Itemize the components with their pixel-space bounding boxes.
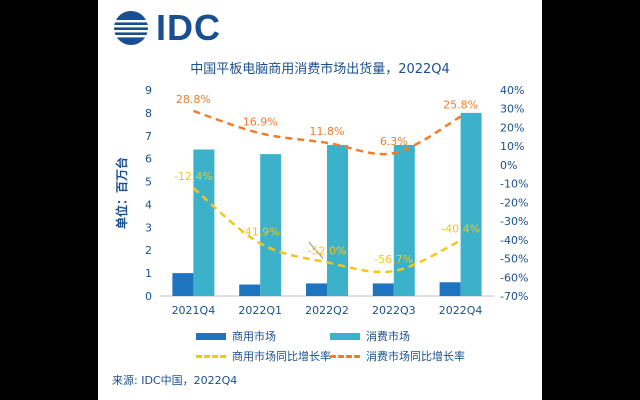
legend-consumer: 消费市场 bbox=[330, 328, 410, 344]
idc-logo: IDC bbox=[112, 6, 221, 50]
y2-tick-label: 10% bbox=[500, 140, 524, 153]
y-tick-label: 9 bbox=[145, 84, 152, 97]
y2-tick-label: -60% bbox=[500, 271, 528, 284]
y-tick-label: 3 bbox=[145, 221, 152, 234]
line-commercial-yoy bbox=[192, 187, 462, 274]
data-label-commercial-yoy: -52.0% bbox=[308, 244, 347, 257]
logo-text: IDC bbox=[156, 7, 221, 48]
y2-tick-label: -70% bbox=[500, 290, 528, 303]
y-tick-label: 8 bbox=[145, 107, 152, 120]
line-consumer-yoy bbox=[193, 109, 462, 156]
y2-tick-label: 30% bbox=[500, 103, 524, 116]
y2-tick-label: 40% bbox=[500, 84, 524, 97]
y-tick-label: 1 bbox=[145, 267, 152, 280]
y-tick-label: 4 bbox=[145, 198, 152, 211]
bar-commercial bbox=[306, 283, 327, 296]
y2-tick-label: -20% bbox=[500, 196, 528, 209]
data-label-consumer-yoy: 16.9% bbox=[243, 115, 278, 128]
chart-title: 中国平板电脑商用消费市场出货量，2022Q4 bbox=[190, 62, 450, 77]
bar-commercial bbox=[239, 284, 261, 296]
y2-tick-label: 20% bbox=[500, 121, 524, 134]
y2-tick-label: -10% bbox=[500, 178, 528, 191]
x-tick-label: 2022Q3 bbox=[372, 304, 416, 317]
data-label-commercial-yoy: -40.4% bbox=[441, 223, 480, 236]
chart-card: IDC 中国平板电脑商用消费市场出货量，2022Q4 0 1 2 3 4 5 6 7 8 9 -70… bbox=[98, 0, 542, 400]
data-label-consumer-yoy: 11.8% bbox=[310, 125, 345, 138]
legend-consumer-yoy-label: 消费市场同比增长率 bbox=[366, 350, 465, 363]
x-tick-label: 2022Q1 bbox=[238, 304, 282, 317]
bar-commercial bbox=[439, 282, 461, 296]
y-tick-label: 7 bbox=[145, 130, 152, 143]
y-tick-label: 6 bbox=[145, 153, 152, 166]
data-label-commercial-yoy: -56.7% bbox=[374, 253, 413, 266]
y-axis-label: 单位：百万台 bbox=[114, 157, 129, 229]
bar-consumer bbox=[193, 149, 215, 296]
bar-commercial bbox=[172, 273, 194, 296]
globe-icon bbox=[114, 11, 148, 45]
bar-consumer bbox=[327, 144, 348, 296]
bar-consumer bbox=[260, 154, 282, 296]
data-label-commercial-yoy: -12.4% bbox=[174, 170, 213, 183]
y2-tick-label: -30% bbox=[500, 215, 528, 228]
x-tick-label: 2021Q4 bbox=[172, 304, 216, 317]
x-tick-label: 2022Q2 bbox=[305, 304, 349, 317]
source-note: 来源: IDC中国，2022Q4 bbox=[112, 374, 238, 387]
legend-consumer-swatch bbox=[330, 332, 360, 340]
legend-commercial: 商用市场 bbox=[196, 328, 276, 344]
bar-commercial bbox=[372, 283, 394, 296]
data-label-commercial-yoy: -41.9% bbox=[241, 225, 280, 238]
y2-tick-label: -40% bbox=[500, 234, 528, 247]
data-label-consumer-yoy: 25.8% bbox=[443, 99, 478, 112]
bar-consumer bbox=[393, 144, 415, 296]
bar-consumer bbox=[460, 112, 482, 296]
data-label-consumer-yoy: 28.8% bbox=[176, 93, 211, 106]
y2-tick-label: 0% bbox=[500, 159, 517, 172]
chart-canvas: 0 1 2 3 4 5 6 7 8 9 -70% -60% -50% -40% -30% -20% -10% 0%… bbox=[114, 84, 528, 317]
legend-commercial-swatch bbox=[196, 332, 226, 340]
x-tick-label: 2022Q4 bbox=[439, 304, 483, 317]
y-tick-label: 5 bbox=[145, 176, 152, 189]
y2-tick-label: -50% bbox=[500, 253, 528, 266]
legend-commercial-yoy-swatch bbox=[196, 354, 226, 358]
legend-commercial-label: 商用市场 bbox=[232, 330, 276, 343]
y-tick-label: 2 bbox=[145, 244, 152, 257]
data-label-consumer-yoy: 6.3% bbox=[380, 135, 408, 148]
legend-commercial-yoy-label: 商用市场同比增长率 bbox=[232, 350, 331, 363]
legend-consumer-yoy: 消费市场同比增长率 bbox=[330, 348, 465, 364]
label-leader-line bbox=[308, 241, 324, 259]
y-tick-label: 0 bbox=[145, 290, 152, 303]
legend-commercial-yoy: 商用市场同比增长率 bbox=[196, 348, 331, 364]
legend-consumer-label: 消费市场 bbox=[366, 330, 410, 343]
legend-consumer-yoy-swatch bbox=[330, 354, 360, 358]
